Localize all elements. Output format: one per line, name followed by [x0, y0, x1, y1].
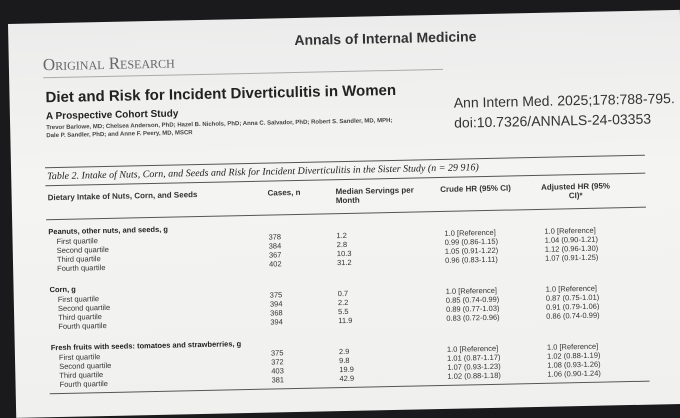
column-header: Cases, n: [267, 187, 301, 198]
cell: 0.96 (0.83-1.11): [444, 254, 498, 265]
cell: 19.9: [339, 364, 355, 375]
cell: 367: [268, 250, 282, 260]
cell: 1.06 (0.90-1.24): [547, 368, 601, 379]
section: Original Research: [42, 52, 175, 75]
slide: Annals of Internal Medicine Original Res…: [8, 9, 680, 418]
group-label: Fresh fruits with seeds: tomatoes and st…: [50, 339, 242, 353]
cell: 372: [271, 357, 284, 367]
group-label: Corn, g: [49, 284, 76, 295]
column-header: Dietary Intake of Nuts, Corn, and Seeds: [47, 190, 198, 203]
cell: 381: [271, 375, 285, 385]
cell: 0.7: [337, 288, 349, 299]
cell: 394: [270, 317, 283, 327]
journal: Annals of Internal Medicine: [294, 28, 477, 49]
column-header: Median Servings per Month: [335, 185, 414, 206]
row-label: Fourth quartile: [58, 321, 107, 332]
cell: 375: [269, 290, 283, 300]
table: Table 2. Intake of Nuts, Corn, and Seeds…: [8, 10, 680, 395]
cell: 1.2: [336, 230, 348, 241]
cell: 2.9: [338, 346, 350, 357]
cell: 368: [270, 308, 283, 318]
subtitle: A Prospective Cohort Study: [45, 108, 179, 123]
doi: doi:10.7326/ANNALS-24-03353: [453, 110, 652, 131]
row-label: Fourth quartile: [59, 378, 109, 389]
cell: 10.3: [336, 248, 352, 259]
cell: 0.83 (0.72-0.96): [446, 312, 500, 323]
cell: 394: [269, 299, 283, 309]
cell: 375: [270, 348, 284, 358]
cell: 403: [271, 366, 284, 376]
citation: Ann Intern Med. 2025;178:788-795.: [453, 90, 675, 111]
authors: Dale P. Sandler, PhD; and Anne F. Peery,…: [46, 130, 193, 140]
column-header: Adjusted HR (95% CI)*: [540, 181, 611, 201]
group-label: Peanuts, other nuts, and seeds, g: [48, 224, 169, 237]
cell: 11.9: [338, 315, 353, 326]
cell: 42.9: [339, 373, 355, 384]
cell: 402: [268, 259, 282, 269]
rule: [46, 206, 646, 221]
cell: 384: [268, 241, 282, 251]
row-label: Fourth quartile: [57, 263, 106, 274]
cell: 31.2: [336, 257, 352, 268]
cell: 9.8: [339, 355, 350, 366]
cell: 5.5: [338, 306, 349, 317]
cell: 1.02 (0.88-1.18): [447, 370, 501, 381]
title: Diet and Risk for Incident Diverticuliti…: [45, 81, 397, 107]
cell: 2.2: [337, 297, 349, 308]
cell: 0.86 (0.74-0.99): [546, 310, 600, 321]
cell: 1.07 (0.91-1.25): [544, 252, 599, 263]
cell: 378: [268, 232, 282, 242]
cell: 2.8: [336, 239, 348, 250]
column-header: Crude HR (95% CI): [440, 183, 511, 194]
